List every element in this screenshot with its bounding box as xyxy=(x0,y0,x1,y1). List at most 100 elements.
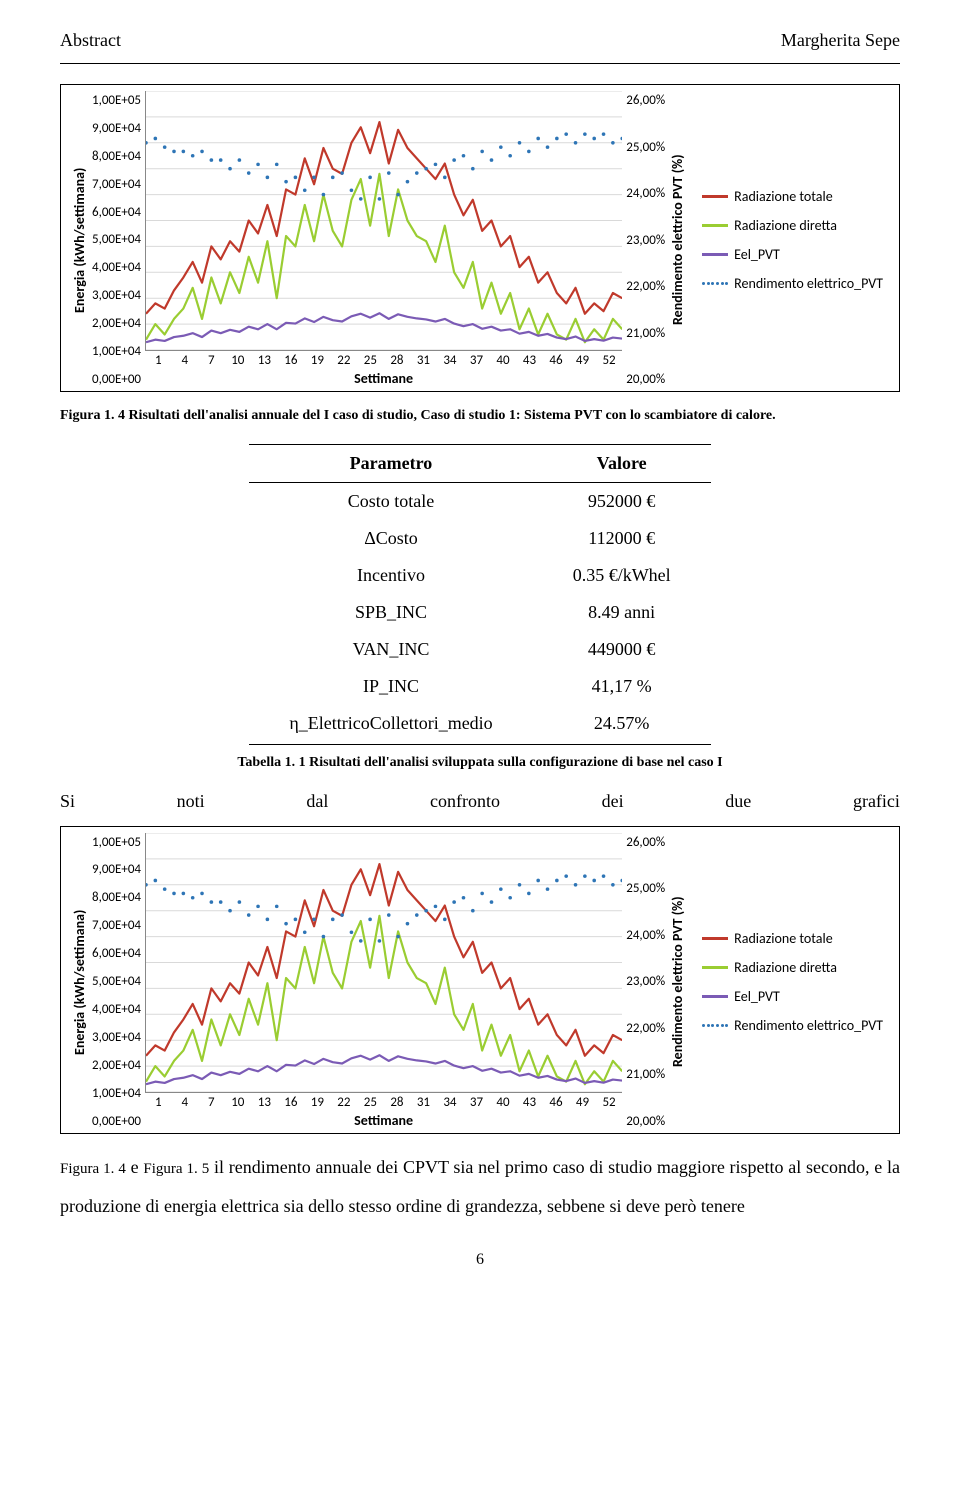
tick-label: 1,00E+04 xyxy=(92,1086,141,1101)
tick-label: 1,00E+05 xyxy=(92,835,141,850)
tick-label: 43 xyxy=(516,353,543,368)
table-header: Valore xyxy=(533,444,711,482)
tick-label: 10 xyxy=(225,1095,252,1110)
tick-label: 1,00E+04 xyxy=(92,344,141,359)
legend-label: Rendimento elettrico_PVT xyxy=(734,275,883,292)
legend-swatch-line xyxy=(702,253,728,256)
table-wrap: ParametroValore Costo totale952000 €ΔCos… xyxy=(60,444,900,745)
tick-label: 24,00% xyxy=(626,928,665,943)
chart-2: Energia (kWh/settimana) 1,00E+059,00E+04… xyxy=(60,826,900,1134)
table-cell: ΔCosto xyxy=(249,520,532,557)
tick-label: 0,00E+00 xyxy=(92,1114,141,1129)
tick-label: 4,00E+04 xyxy=(92,260,141,275)
closing-paragraph: Figura 1. 4 e Figura 1. 5 il rendimento … xyxy=(60,1148,900,1227)
legend-item: Radiazione diretta xyxy=(702,217,883,234)
legend-label: Radiazione diretta xyxy=(734,959,837,976)
page-number: 6 xyxy=(60,1251,900,1269)
tick-label: 40 xyxy=(490,353,517,368)
table-row: IP_INC41,17 % xyxy=(249,668,710,705)
tick-label: 52 xyxy=(596,353,623,368)
table-cell: η_ElettricoCollettori_medio xyxy=(249,705,532,745)
legend-item: Rendimento elettrico_PVT xyxy=(702,1017,883,1034)
header-left: Abstract xyxy=(60,30,121,51)
tick-label: 23,00% xyxy=(626,974,665,989)
tick-label: 28 xyxy=(384,1095,411,1110)
legend-item: Radiazione totale xyxy=(702,930,883,947)
tick-label: 46 xyxy=(543,1095,570,1110)
tick-label: 9,00E+04 xyxy=(92,121,141,136)
tick-label: 7,00E+04 xyxy=(92,177,141,192)
tick-label: 4,00E+04 xyxy=(92,1002,141,1017)
tick-label: 16 xyxy=(278,353,305,368)
legend-label: Eel_PVT xyxy=(734,246,780,263)
tick-label: 13 xyxy=(251,1095,278,1110)
table-header: Parametro xyxy=(249,444,532,482)
table-cell: VAN_INC xyxy=(249,631,532,668)
tick-label: 25 xyxy=(357,353,384,368)
legend-swatch-line xyxy=(702,195,728,198)
tick-label: 24,00% xyxy=(626,186,665,201)
tick-label: 7 xyxy=(198,1095,225,1110)
tick-label: 40 xyxy=(490,1095,517,1110)
chart2-yleft-label: Energia (kWh/settimana) xyxy=(69,833,90,1131)
table-cell: SPB_INC xyxy=(249,594,532,631)
tick-label: 31 xyxy=(410,353,437,368)
page-header: Abstract Margherita Sepe xyxy=(60,30,900,51)
tick-label: 25,00% xyxy=(626,140,665,155)
table-row: Costo totale952000 € xyxy=(249,482,710,520)
tick-label: 37 xyxy=(463,353,490,368)
chart2-xticks: 147101316192225283134374043464952 xyxy=(145,1093,622,1110)
spread-word: due xyxy=(725,791,751,812)
table-cell: 952000 € xyxy=(533,482,711,520)
table-cell: IP_INC xyxy=(249,668,532,705)
tick-label: 1,00E+05 xyxy=(92,93,141,108)
tick-label: 5,00E+04 xyxy=(92,232,141,247)
tick-label: 20,00% xyxy=(626,372,665,387)
chart2-yleft-ticks: 1,00E+059,00E+048,00E+047,00E+046,00E+04… xyxy=(90,833,145,1131)
table-cell: 449000 € xyxy=(533,631,711,668)
tick-label: 4 xyxy=(172,353,199,368)
spread-word: grafici xyxy=(853,791,900,812)
table-row: Incentivo0.35 €/kWhel xyxy=(249,557,710,594)
legend-label: Eel_PVT xyxy=(734,988,780,1005)
chart2-legend: Radiazione totale Radiazione diretta Eel_P… xyxy=(688,833,891,1131)
chart2-yright-label: Rendimento elettrico PVT (%) xyxy=(667,833,688,1131)
tick-label: 16 xyxy=(278,1095,305,1110)
tick-label: 19 xyxy=(304,353,331,368)
chart1-legend: Radiazione totale Radiazione diretta Eel_P… xyxy=(688,91,891,389)
table-cell: 0.35 €/kWhel xyxy=(533,557,711,594)
tick-label: 3,00E+04 xyxy=(92,1030,141,1045)
chart1-plot-area xyxy=(145,91,622,351)
spread-word: dal xyxy=(306,791,328,812)
legend-item: Eel_PVT xyxy=(702,246,883,263)
spread-line: Sinotidalconfrontodeiduegrafici xyxy=(60,791,900,812)
legend-label: Radiazione totale xyxy=(734,188,833,205)
figure1-caption: Figura 1. 4 Risultati dell'analisi annua… xyxy=(60,406,900,426)
legend-label: Rendimento elettrico_PVT xyxy=(734,1017,883,1034)
tick-label: 19 xyxy=(304,1095,331,1110)
tick-label: 22,00% xyxy=(626,279,665,294)
header-rule xyxy=(60,63,900,64)
chart1-yleft-ticks: 1,00E+059,00E+048,00E+047,00E+046,00E+04… xyxy=(90,91,145,389)
tick-label: 10 xyxy=(225,353,252,368)
legend-swatch-line xyxy=(702,966,728,969)
tick-label: 7,00E+04 xyxy=(92,918,141,933)
legend-item: Rendimento elettrico_PVT xyxy=(702,275,883,292)
tick-label: 13 xyxy=(251,353,278,368)
table-caption: Tabella 1. 1 Risultati dell'analisi svil… xyxy=(60,755,900,771)
tick-label: 23,00% xyxy=(626,233,665,248)
table-row: VAN_INC449000 € xyxy=(249,631,710,668)
legend-swatch-dots xyxy=(702,279,728,289)
table-row: η_ElettricoCollettori_medio24.57% xyxy=(249,705,710,745)
tick-label: 46 xyxy=(543,353,570,368)
table-cell: Incentivo xyxy=(249,557,532,594)
tick-label: 52 xyxy=(596,1095,623,1110)
tick-label: 49 xyxy=(569,1095,596,1110)
tick-label: 3,00E+04 xyxy=(92,288,141,303)
table-cell: Costo totale xyxy=(249,482,532,520)
tick-label: 43 xyxy=(516,1095,543,1110)
tick-label: 22 xyxy=(331,353,358,368)
tick-label: 4 xyxy=(172,1095,199,1110)
tick-label: 34 xyxy=(437,353,464,368)
tick-label: 1 xyxy=(145,1095,172,1110)
